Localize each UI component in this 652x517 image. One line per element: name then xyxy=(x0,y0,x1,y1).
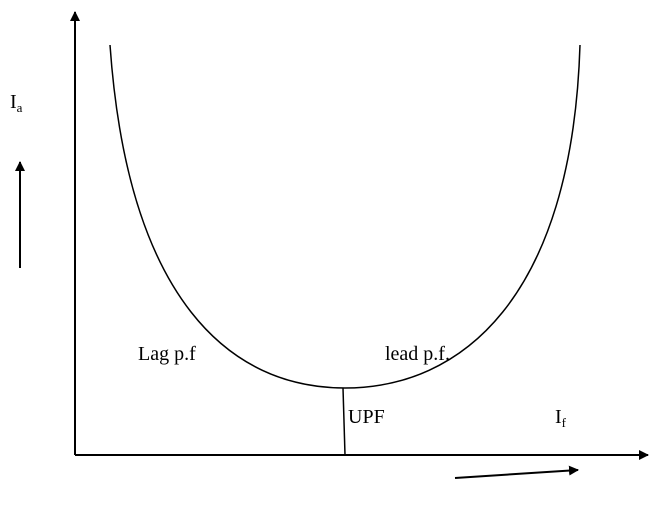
x-axis-label: If xyxy=(555,406,567,430)
v-curve xyxy=(109,44,581,389)
y-axis-label-sub: a xyxy=(17,100,23,115)
y-axis-label: Ia xyxy=(10,91,23,115)
upf-label: UPF xyxy=(348,406,385,428)
x-axis-label-main: I xyxy=(555,406,562,428)
y-axis-label-main: I xyxy=(10,91,17,113)
lag-label: Lag p.f xyxy=(138,343,196,365)
lead-label: lead p.f. xyxy=(385,343,450,365)
x-axis-label-sub: f xyxy=(562,415,567,430)
if-arrow xyxy=(454,465,579,479)
upf-line xyxy=(342,387,346,456)
